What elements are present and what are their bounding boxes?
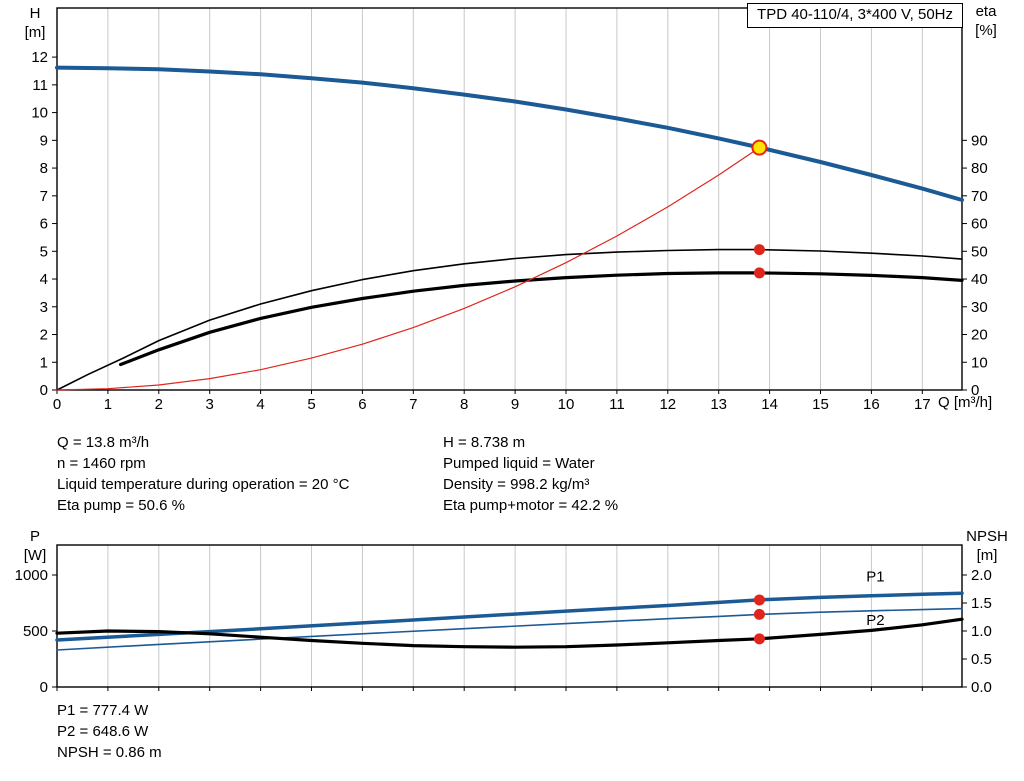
svg-text:14: 14 bbox=[761, 396, 778, 413]
svg-text:50: 50 bbox=[971, 243, 988, 260]
top-chart-frame bbox=[56, 7, 963, 391]
info-pumped-liquid: Pumped liquid = Water bbox=[443, 455, 595, 472]
npsh-axis-title: NPSH [m] bbox=[962, 527, 1012, 565]
head-curve bbox=[55, 65, 964, 202]
svg-text:500: 500 bbox=[23, 623, 48, 640]
p1-marker bbox=[753, 594, 765, 606]
svg-text:1: 1 bbox=[40, 354, 48, 371]
npsh-axis-title-line2: [m] bbox=[976, 547, 998, 564]
eta-pump-marker bbox=[753, 244, 765, 256]
svg-text:4: 4 bbox=[40, 271, 48, 288]
svg-text:5: 5 bbox=[40, 243, 48, 260]
svg-text:16: 16 bbox=[863, 396, 880, 413]
svg-text:11: 11 bbox=[609, 396, 625, 413]
bottom-chart-frame bbox=[56, 544, 963, 688]
svg-text:7: 7 bbox=[409, 396, 417, 413]
svg-text:10: 10 bbox=[558, 396, 575, 413]
svg-text:17: 17 bbox=[914, 396, 931, 413]
eta-pump-motor-marker bbox=[753, 267, 765, 279]
operating-info-left: Q = 13.8 m³/h n = 1460 rpm Liquid temper… bbox=[57, 432, 349, 516]
svg-text:5: 5 bbox=[307, 396, 315, 413]
p-axis-title: P [W] bbox=[16, 527, 54, 565]
p-axis-title-line2: [W] bbox=[23, 547, 47, 564]
info-eta-pump-motor: Eta pump+motor = 42.2 % bbox=[443, 497, 619, 514]
info-n: n = 1460 rpm bbox=[57, 455, 146, 472]
eta-axis-title-line2: [%] bbox=[975, 22, 997, 39]
svg-text:0.0: 0.0 bbox=[971, 679, 992, 696]
svg-text:12: 12 bbox=[659, 396, 676, 413]
svg-text:0: 0 bbox=[53, 396, 61, 413]
svg-text:1000: 1000 bbox=[15, 567, 48, 584]
p2-curve bbox=[56, 607, 963, 651]
svg-text:15: 15 bbox=[812, 396, 829, 413]
svg-text:20: 20 bbox=[971, 327, 988, 344]
svg-text:3: 3 bbox=[206, 396, 214, 413]
svg-text:8: 8 bbox=[460, 396, 468, 413]
eta-axis-title: eta [%] bbox=[964, 2, 1008, 40]
info-density: Density = 998.2 kg/m³ bbox=[443, 476, 590, 493]
svg-text:4: 4 bbox=[256, 396, 264, 413]
npsh-curve bbox=[55, 617, 964, 649]
svg-text:2.0: 2.0 bbox=[971, 567, 992, 584]
p2-label: P2 bbox=[866, 612, 884, 629]
svg-text:7: 7 bbox=[40, 188, 48, 205]
svg-text:70: 70 bbox=[971, 188, 988, 205]
svg-text:0.5: 0.5 bbox=[971, 651, 992, 668]
svg-text:2: 2 bbox=[40, 327, 48, 344]
svg-text:10: 10 bbox=[31, 105, 48, 122]
duty-point-marker bbox=[751, 139, 768, 156]
svg-text:0: 0 bbox=[971, 382, 979, 399]
svg-text:13: 13 bbox=[710, 396, 727, 413]
eta-pump-motor-curve bbox=[119, 271, 964, 367]
svg-text:60: 60 bbox=[971, 216, 988, 233]
operating-info-right: H = 8.738 m Pumped liquid = Water Densit… bbox=[443, 432, 618, 516]
svg-text:1: 1 bbox=[104, 396, 112, 413]
info-h: H = 8.738 m bbox=[443, 434, 526, 451]
power-info: P1 = 777.4 W P2 = 648.6 W NPSH = 0.86 m bbox=[57, 700, 162, 763]
info-liquid-temp: Liquid temperature during operation = 20… bbox=[57, 476, 350, 493]
svg-text:30: 30 bbox=[971, 299, 988, 316]
info-q: Q = 13.8 m³/h bbox=[57, 434, 150, 451]
svg-text:40: 40 bbox=[971, 271, 988, 288]
svg-text:6: 6 bbox=[358, 396, 366, 413]
eta-axis-title-line1: eta bbox=[975, 3, 997, 20]
h-axis-title-line1: H bbox=[29, 5, 41, 22]
npsh-axis-title-line1: NPSH bbox=[966, 528, 1008, 545]
svg-text:8: 8 bbox=[40, 160, 48, 177]
info-p1: P1 = 777.4 W bbox=[57, 702, 149, 719]
q-axis-title: Q [m³/h] bbox=[938, 394, 993, 411]
npsh-marker bbox=[753, 633, 765, 645]
svg-text:9: 9 bbox=[511, 396, 519, 413]
svg-text:1.5: 1.5 bbox=[971, 595, 992, 612]
p1-label: P1 bbox=[866, 569, 884, 586]
svg-text:12: 12 bbox=[31, 49, 48, 66]
p1-curve bbox=[55, 591, 964, 642]
curve-title-box: TPD 40-110/4, 3*400 V, 50Hz bbox=[747, 3, 963, 28]
load-curve bbox=[56, 147, 760, 391]
p2-marker bbox=[753, 608, 765, 620]
svg-text:90: 90 bbox=[971, 132, 988, 149]
svg-text:80: 80 bbox=[971, 160, 988, 177]
svg-text:9: 9 bbox=[40, 132, 48, 149]
svg-text:11: 11 bbox=[32, 77, 48, 94]
h-axis-title: H [m] bbox=[16, 4, 54, 42]
svg-text:1.0: 1.0 bbox=[971, 623, 992, 640]
h-axis-title-line2: [m] bbox=[24, 24, 46, 41]
eta-pump-curve bbox=[56, 248, 963, 391]
p-axis-title-line1: P bbox=[29, 528, 40, 545]
info-eta-pump: Eta pump = 50.6 % bbox=[57, 497, 185, 514]
info-p2: P2 = 648.6 W bbox=[57, 723, 149, 740]
svg-text:10: 10 bbox=[971, 354, 988, 371]
svg-text:3: 3 bbox=[40, 299, 48, 316]
info-npsh: NPSH = 0.86 m bbox=[57, 744, 162, 761]
svg-text:0: 0 bbox=[40, 382, 48, 399]
svg-text:2: 2 bbox=[155, 396, 163, 413]
svg-text:0: 0 bbox=[40, 679, 48, 696]
svg-text:6: 6 bbox=[40, 216, 48, 233]
